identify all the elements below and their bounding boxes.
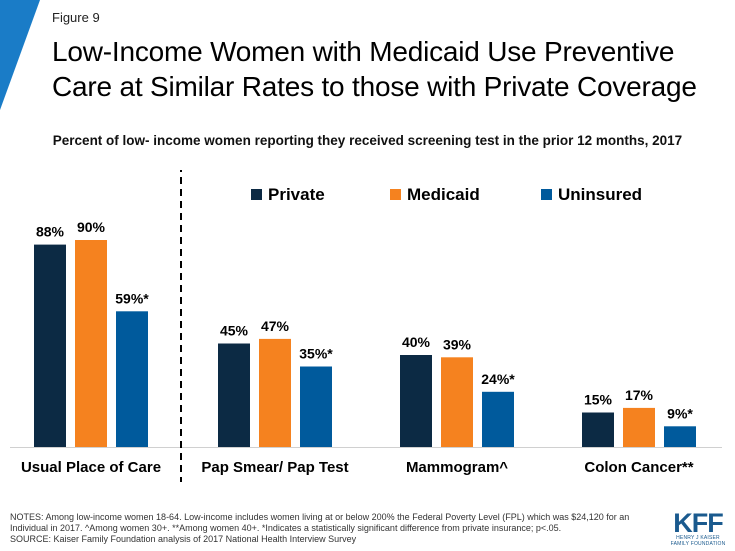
category-label-colon-cancer: Colon Cancer** xyxy=(584,459,693,476)
legend-label-medicaid: Medicaid xyxy=(407,185,480,204)
bar-private-usual-place-of-care xyxy=(34,244,66,447)
data-label-medicaid-colon-cancer: 17% xyxy=(625,387,654,403)
bar-private-mammogram xyxy=(400,355,432,447)
legend-swatch-private xyxy=(251,189,262,200)
data-label-medicaid-mammogram: 39% xyxy=(443,336,472,352)
data-label-uninsured-colon-cancer: 9%* xyxy=(667,405,693,421)
bar-private-colon-cancer xyxy=(582,412,614,447)
category-label-pap-smear-pap-test: Pap Smear/ Pap Test xyxy=(201,459,348,476)
legend-swatch-uninsured xyxy=(541,189,552,200)
category-label-usual-place-of-care: Usual Place of Care xyxy=(21,459,161,476)
page-title: Low-Income Women with Medicaid Use Preve… xyxy=(52,36,697,102)
data-label-private-usual-place-of-care: 88% xyxy=(36,224,65,240)
data-label-private-mammogram: 40% xyxy=(402,334,431,350)
data-label-private-colon-cancer: 15% xyxy=(584,392,613,408)
bar-uninsured-pap-smear-pap-test xyxy=(300,366,332,447)
chart-subtitle: Percent of low- income women reporting t… xyxy=(52,133,683,148)
legend-label-private: Private xyxy=(268,185,325,204)
source-text: SOURCE: Kaiser Family Foundation analysi… xyxy=(10,534,357,544)
data-label-medicaid-usual-place-of-care: 90% xyxy=(77,219,106,235)
data-label-uninsured-pap-smear-pap-test: 35%* xyxy=(299,346,333,362)
bar-uninsured-usual-place-of-care xyxy=(116,311,148,447)
bar-chart: Private Medicaid Uninsured 88% 90% 59%* Usual … xyxy=(10,170,722,482)
data-label-uninsured-mammogram: 24%* xyxy=(481,371,515,387)
kff-logo: KFF HENRY J KAISER FAMILY FOUNDATION xyxy=(666,510,730,547)
corner-accent-shape xyxy=(0,0,40,110)
figure-label: Figure 9 xyxy=(52,10,100,25)
legend-swatch-medicaid xyxy=(390,189,401,200)
notes-block: NOTES: Among low-income women 18-64. Low… xyxy=(10,512,640,545)
legend-label-uninsured: Uninsured xyxy=(558,185,642,204)
data-label-medicaid-pap-smear-pap-test: 47% xyxy=(261,318,290,334)
bar-medicaid-usual-place-of-care xyxy=(75,240,107,447)
data-label-private-pap-smear-pap-test: 45% xyxy=(220,323,249,339)
bar-medicaid-pap-smear-pap-test xyxy=(259,338,291,447)
bar-uninsured-mammogram xyxy=(482,391,514,447)
bar-private-pap-smear-pap-test xyxy=(218,343,250,447)
bar-uninsured-colon-cancer xyxy=(664,426,696,447)
logo-subline-2: FAMILY FOUNDATION xyxy=(670,540,726,547)
logo-wordmark: KFF xyxy=(673,508,723,538)
logo-subline-1: HENRY J KAISER xyxy=(676,535,720,541)
category-label-mammogram: Mammogram^ xyxy=(406,459,508,476)
data-label-uninsured-usual-place-of-care: 59%* xyxy=(115,290,149,306)
bar-medicaid-colon-cancer xyxy=(623,407,655,447)
notes-text: NOTES: Among low-income women 18-64. Low… xyxy=(10,512,630,533)
bar-medicaid-mammogram xyxy=(441,357,473,447)
